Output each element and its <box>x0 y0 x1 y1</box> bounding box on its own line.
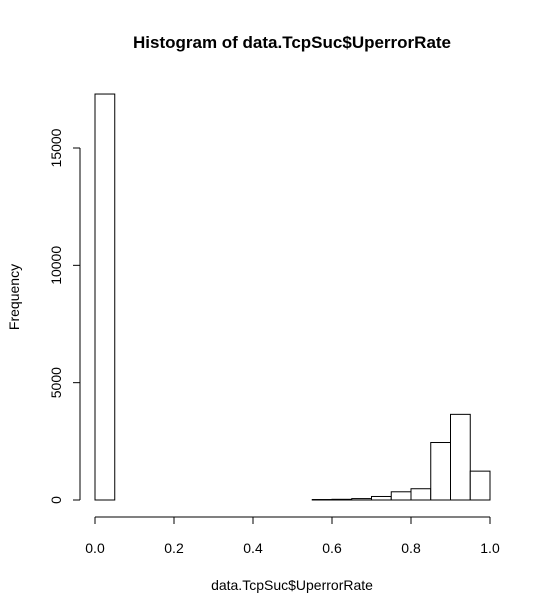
histogram-bar <box>450 413 471 501</box>
y-axis-label: Frequency <box>6 264 22 330</box>
x-tick-label: 1.0 <box>480 540 500 556</box>
histogram-bar <box>331 498 353 501</box>
x-tick-label: 0.6 <box>322 540 342 556</box>
y-tick-label: 15000 <box>48 128 64 167</box>
x-tick-label: 0.0 <box>85 540 105 556</box>
histogram-bars <box>94 93 491 501</box>
histogram-bar <box>410 488 432 501</box>
x-tick-label: 0.2 <box>164 540 184 556</box>
y-axis: 0 5000 10000 15000 <box>48 128 81 504</box>
histogram-bar <box>469 470 491 501</box>
x-tick-label: 0.8 <box>401 540 421 556</box>
y-tick-label: 0 <box>48 496 64 504</box>
histogram-bar <box>94 93 116 501</box>
x-axis: 0.0 0.2 0.4 0.6 0.8 1.0 <box>85 516 500 556</box>
histogram-bar <box>371 495 392 501</box>
histogram-bar <box>430 442 451 501</box>
histogram-bar <box>390 491 412 501</box>
x-tick-label: 0.4 <box>243 540 263 556</box>
y-tick-label: 5000 <box>48 367 64 398</box>
histogram-bar <box>351 498 372 501</box>
y-tick-label: 10000 <box>48 246 64 285</box>
chart-title: Histogram of data.TcpSuc$UperrorRate <box>133 33 451 52</box>
x-axis-label: data.TcpSuc$UperrorRate <box>211 577 373 593</box>
